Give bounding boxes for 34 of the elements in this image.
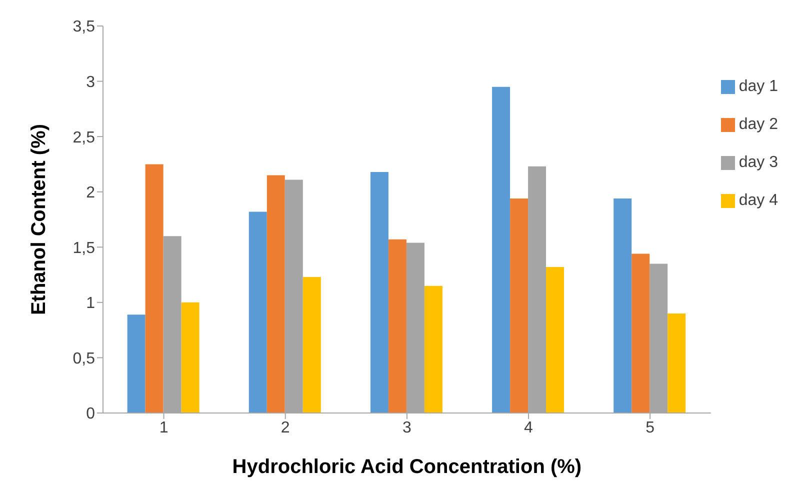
- bar: [181, 302, 200, 413]
- legend-label: day 3: [738, 154, 778, 171]
- bar: [248, 212, 267, 413]
- bar: [370, 172, 388, 413]
- bar: [492, 86, 510, 413]
- x-tick-label: 5: [646, 419, 655, 436]
- y-axis-title: Ethanol Content (%): [28, 124, 50, 316]
- bar: [266, 175, 285, 413]
- x-tick-label: 4: [524, 419, 534, 436]
- bar: [614, 198, 632, 413]
- x-tick-label: 2: [280, 419, 290, 436]
- y-tick-label: 3,5: [72, 18, 96, 36]
- x-tick-label: 1: [159, 419, 168, 436]
- y-tick-label: 0,5: [72, 350, 96, 368]
- y-tick-label: 1: [86, 295, 96, 312]
- bar: [145, 164, 164, 413]
- legend-label: day 4: [738, 192, 778, 209]
- x-axis-title: Hydrochloric Acid Concentration (%): [232, 456, 582, 478]
- legend-label: day 2: [738, 116, 778, 133]
- legend-label: day 1: [738, 78, 778, 95]
- bar: [388, 239, 406, 413]
- bar: [546, 267, 564, 413]
- y-tick-label: 1,5: [72, 240, 96, 257]
- bar: [302, 276, 321, 413]
- bar: [127, 314, 146, 413]
- bar: [424, 286, 442, 413]
- x-tick-label: 3: [402, 419, 412, 436]
- bar: [632, 254, 650, 413]
- y-tick-label: 2,5: [72, 129, 96, 146]
- bar: [668, 313, 686, 413]
- y-tick-label: 3: [86, 74, 96, 91]
- y-tick-label: 2: [86, 184, 96, 202]
- y-tick-label: 0: [86, 406, 96, 423]
- bar: [510, 198, 528, 413]
